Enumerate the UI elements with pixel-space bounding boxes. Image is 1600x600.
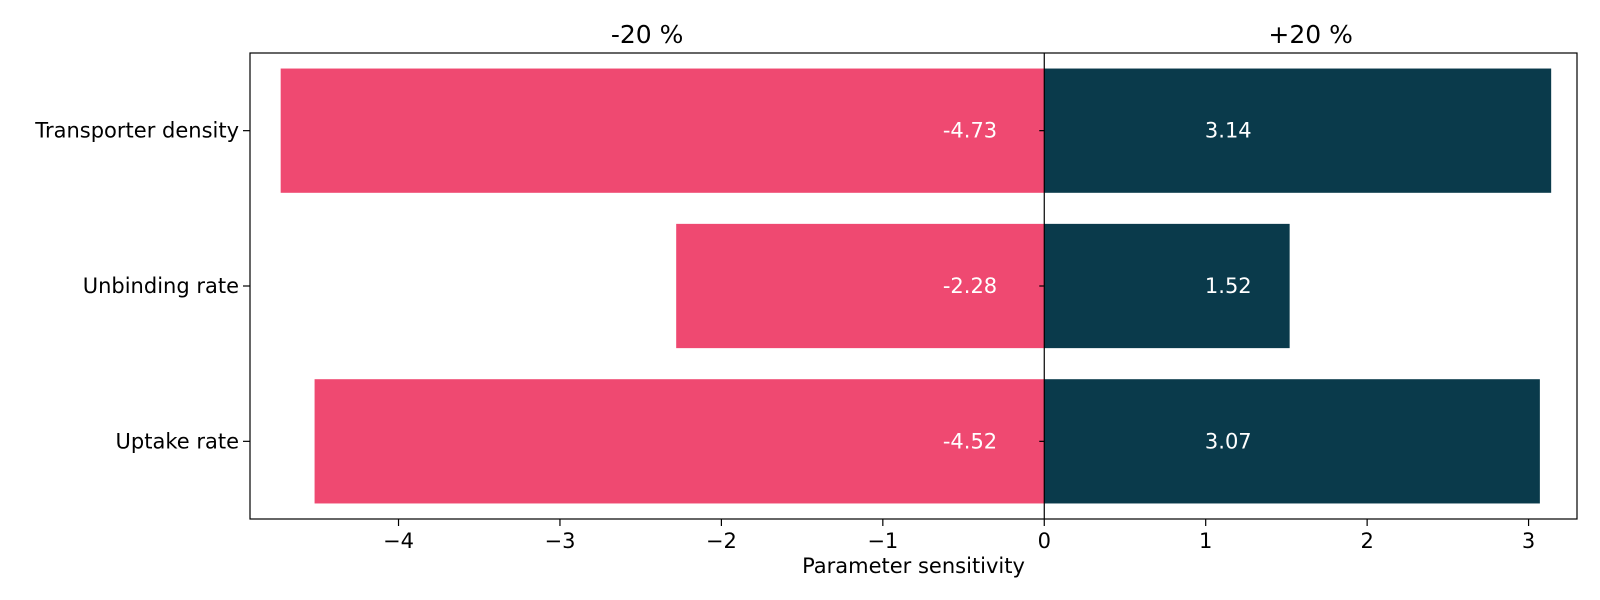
series-title-negative: -20 % <box>611 20 684 49</box>
series-title-positive: +20 % <box>1268 20 1352 49</box>
x-tick-label: −3 <box>544 529 575 553</box>
x-axis-label: Parameter sensitivity <box>802 554 1025 578</box>
x-tick-label: −1 <box>867 529 898 553</box>
x-tick-label: 0 <box>1038 529 1051 553</box>
x-tick-label: 2 <box>1360 529 1373 553</box>
bar-minus20-2 <box>676 223 1045 349</box>
x-tick-label: −2 <box>706 529 737 553</box>
data-label-minus20-3: -4.52 <box>943 429 997 453</box>
bar-plus20-1 <box>1044 68 1552 193</box>
bar-minus20-3 <box>314 379 1045 504</box>
data-label-plus20-3: 3.07 <box>1205 429 1252 453</box>
y-category-label: Transporter density <box>34 119 239 143</box>
y-axis-ticks: Transporter density Unbinding rate Uptake … <box>34 119 1045 453</box>
data-labels-layer: -4.73 -2.28 -4.52 3.14 1.52 3.07 <box>943 119 1252 454</box>
x-tick-label: −4 <box>383 529 414 553</box>
data-label-minus20-1: -4.73 <box>943 119 997 143</box>
x-tick-label: 1 <box>1199 529 1212 553</box>
bar-minus20-1 <box>280 68 1045 193</box>
x-tick-label: 3 <box>1522 529 1535 553</box>
y-category-label: Unbinding rate <box>83 274 239 298</box>
bars-layer <box>280 68 1552 504</box>
data-label-minus20-2: -2.28 <box>943 274 997 298</box>
x-axis-ticks: −4 −3 −2 −1 0 1 2 3 <box>383 519 1535 553</box>
y-category-label: Uptake rate <box>116 429 239 453</box>
data-label-plus20-1: 3.14 <box>1205 119 1252 143</box>
bar-plus20-3 <box>1044 379 1540 504</box>
bar-plus20-2 <box>1044 223 1290 349</box>
data-label-plus20-2: 1.52 <box>1205 274 1252 298</box>
